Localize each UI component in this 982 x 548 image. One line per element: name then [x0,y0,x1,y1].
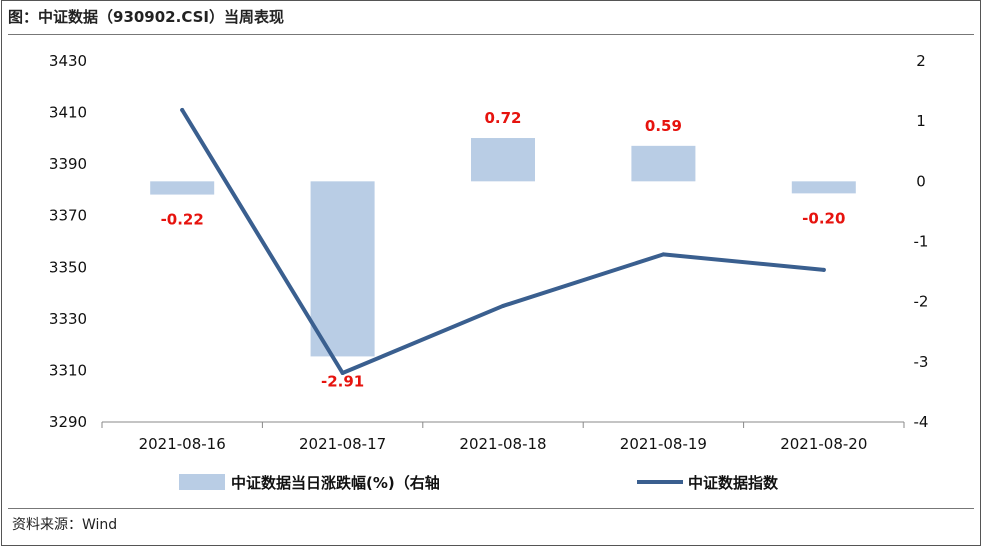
x-tick-label: 2021-08-20 [780,435,867,453]
bar-2021-08-19 [631,145,696,182]
y-right-tick-label: -4 [914,413,929,431]
legend-label-line: 中证数据指数 [688,474,779,492]
x-tick-label: 2021-08-19 [620,435,707,453]
bar-data-label: 0.59 [645,117,682,135]
x-tick-label: 2021-08-16 [139,435,226,453]
y-right-tick-label: 1 [916,112,926,130]
index-point-2021-08-19 [661,252,666,257]
bar-2021-08-20 [791,181,856,194]
index-point-2021-08-20 [821,267,826,272]
x-tick-label: 2021-08-17 [299,435,386,453]
legend-swatch-bar [179,474,225,490]
y-right-tick-label: 0 [916,172,926,190]
y-right-tick-label: -3 [914,353,929,371]
chart-title: 图：中证数据（930902.CSI）当周表现 [8,8,284,26]
index-point-2021-08-18 [501,303,505,308]
y-right-tick-label: -1 [914,233,929,251]
bar-2021-08-17 [310,181,375,357]
bar-2021-08-18 [471,138,535,182]
y-right-tick-label: 2 [916,52,926,70]
y-left-tick-label: 3310 [49,361,87,379]
bar-data-label: -2.91 [321,372,364,390]
title-divider [8,34,974,35]
y-left-tick-label: 3390 [49,155,87,173]
y-left-tick-label: 3430 [49,52,87,70]
index-point-2021-08-17 [340,371,345,376]
y-left-tick-label: 3410 [49,104,87,122]
bar-data-label: -0.22 [161,211,204,229]
source-note: 资料来源：Wind [12,517,118,533]
y-left-tick-label: 3350 [49,258,87,276]
bar-data-label: -0.20 [802,209,845,227]
y-left-tick-label: 3370 [49,207,87,225]
y-left-tick-label: 3290 [49,413,87,431]
y-left-tick-label: 3330 [49,310,87,328]
index-point-2021-08-16 [180,107,185,112]
x-tick-label: 2021-08-18 [459,435,546,453]
source-divider [8,508,974,509]
bar-2021-08-16 [150,181,215,195]
bar-data-label: 0.72 [484,109,521,127]
legend-label-bar: 中证数据当日涨跌幅(%)（右轴 [231,474,440,492]
y-right-tick-label: -2 [914,293,929,311]
